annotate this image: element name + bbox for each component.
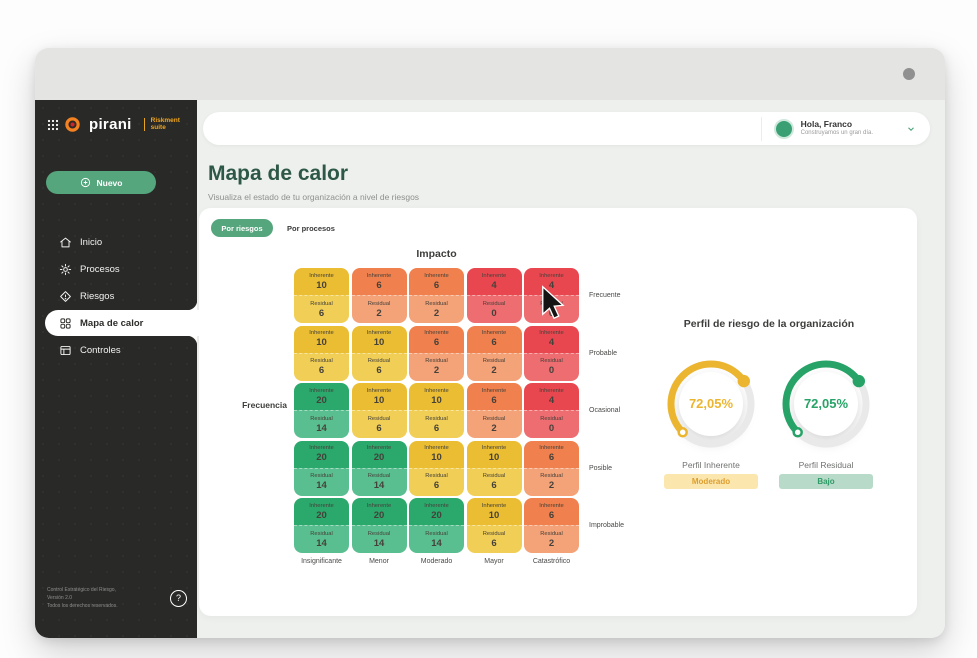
- heatmap-cell-r2c1[interactable]: Inherente 10 Residual 6: [294, 325, 349, 381]
- heatmap-cell-r1c3[interactable]: Inherente 6 Residual 2: [409, 268, 464, 323]
- heatmap-icon: [59, 317, 72, 330]
- col-label-moderado: Moderado: [420, 558, 453, 565]
- col-label-mayor: Mayor: [484, 558, 504, 565]
- heatmap-cell-r3c2[interactable]: Inherente 10 Residual 6: [351, 383, 407, 438]
- heatmap-row-labels: Frecuente Probable Ocasional Posible Improba…: [589, 268, 624, 553]
- pirani-logo-icon: [65, 117, 80, 132]
- heatmap-cell-r2c5[interactable]: Inherente 4 Residual 0: [524, 325, 579, 381]
- heatmap-cell-r4c4[interactable]: Inherente 10 Residual 6: [466, 440, 522, 496]
- main-area: Hola, Franco Construyamos un gran día. M…: [197, 100, 945, 638]
- plus-circle-icon: [80, 177, 91, 188]
- user-greeting: Hola, Franco: [800, 119, 853, 130]
- status-badge-moderado: Moderado: [664, 474, 758, 489]
- heatmap-cell-r5c2[interactable]: Inherente 20 Residual 14: [351, 498, 407, 553]
- heatmap-cell-r1c2[interactable]: Inherente 6 Residual 2: [351, 268, 407, 323]
- heatmap-cell-r1c1[interactable]: Inherente 10 Residual 6: [294, 268, 349, 323]
- app-grid-icon[interactable]: [47, 119, 59, 131]
- heatmap-cell-r3c3[interactable]: Inherente 10 Residual 6: [409, 383, 464, 438]
- col-label-insignificante: Insignificante: [301, 558, 342, 565]
- col-label-catastrofico: Catastrófico: [532, 558, 571, 565]
- heatmap-cell-r4c1[interactable]: Inherente 20 Residual 14: [294, 440, 349, 496]
- heatmap-cell-r2c4[interactable]: Inherente 6 Residual 2: [466, 325, 522, 381]
- gauge-inherent-label: Perfil Inherente: [682, 460, 740, 470]
- sidebar-item-procesos[interactable]: Procesos: [45, 256, 197, 282]
- mouse-cursor-icon: [539, 285, 569, 326]
- row-label-posible: Posible: [589, 464, 612, 472]
- controls-icon: [59, 344, 72, 357]
- heatmap-cell-r3c5[interactable]: Inherente 4 Residual 0: [524, 383, 579, 438]
- impact-axis-label: Impacto: [416, 248, 457, 260]
- heatmap-cell-r2c3[interactable]: Inherente 6 Residual 2: [409, 325, 464, 381]
- risks-icon: [59, 290, 72, 303]
- tab-por-procesos[interactable]: Por procesos: [287, 224, 335, 233]
- gauge-residual-label: Perfil Residual: [798, 460, 854, 470]
- heatmap-cell-r5c5[interactable]: Inherente 6 Residual 2: [524, 498, 579, 553]
- brand-suffix: Riskment suite: [143, 117, 180, 132]
- gauge-inherent: 72,05%: [659, 352, 763, 456]
- heatmap-cell-r4c3[interactable]: Inherente 10 Residual 6: [409, 440, 464, 496]
- sidebar-item-mapa-de-calor[interactable]: Mapa de calor: [45, 300, 202, 346]
- heatmap-cell-r3c1[interactable]: Inherente 20 Residual 14: [294, 383, 349, 438]
- home-icon: [59, 236, 72, 249]
- window-titlebar: [35, 48, 945, 100]
- user-menu[interactable]: Hola, Franco Construyamos un gran día.: [760, 116, 916, 141]
- chevron-down-icon[interactable]: [906, 124, 916, 134]
- tab-por-riesgos[interactable]: Por riesgos: [211, 219, 273, 237]
- page-subtitle: Visualiza el estado de tu organización a…: [208, 192, 420, 202]
- heatmap-col-labels: Insignificante Menor Moderado Mayor Catastró…: [294, 558, 579, 565]
- brand-name: pirani: [89, 116, 132, 133]
- heatmap-cell-r5c3[interactable]: Inherente 20 Residual 14: [409, 498, 464, 553]
- heatmap-cell-r1c4[interactable]: Inherente 4 Residual 0: [466, 268, 522, 323]
- fineprint: Control Estratégico del Riesgo, Versión …: [47, 587, 118, 609]
- status-badge-bajo: Bajo: [779, 474, 873, 489]
- app-window: pirani Riskment suite Nuevo Inicio Proces…: [35, 48, 945, 638]
- heatmap-grid: Inherente 10 Residual 6 Inherente 6 Residual 2 I…: [294, 268, 579, 553]
- help-button[interactable]: ?: [170, 589, 187, 607]
- heatmap-cell-r4c2[interactable]: Inherente 20 Residual 14: [351, 440, 407, 496]
- heatmap-card: Por riesgos Por procesos Impacto Frecuen…: [199, 208, 917, 616]
- titlebar-dot-icon: [903, 68, 915, 80]
- question-icon: ?: [175, 593, 181, 603]
- gauge-residual-value: 72,05%: [803, 396, 849, 411]
- heatmap-cell-r5c4[interactable]: Inherente 10 Residual 6: [466, 498, 522, 553]
- sidebar-item-riesgos[interactable]: Riesgos: [45, 283, 197, 309]
- col-label-menor: Menor: [369, 558, 389, 565]
- row-label-frecuente: Frecuente: [589, 292, 621, 299]
- sidebar-menu: Inicio Procesos Riesgos Mapa de calor Contro…: [35, 228, 202, 364]
- sidebar-item-controles[interactable]: Controles: [45, 337, 197, 363]
- page-title: Mapa de calor: [208, 162, 349, 185]
- sidebar-footer: Control Estratégico del Riesgo, Versión …: [47, 586, 187, 610]
- gauge-inherent-value: 72,05%: [688, 396, 734, 411]
- row-label-improbable: Improbable: [589, 522, 625, 529]
- user-subgreeting: Construyamos un gran día.: [800, 130, 873, 137]
- avatar: [773, 118, 794, 139]
- gauge-residual: 72,05%: [774, 352, 878, 456]
- heatmap-cell-r5c1[interactable]: Inherente 20 Residual 14: [294, 498, 349, 553]
- risk-profile-title: Perfil de riesgo de la organización: [683, 318, 855, 330]
- topbar: Hola, Franco Construyamos un gran día.: [203, 112, 930, 145]
- heatmap-cell-r4c5[interactable]: Inherente 6 Residual 2: [524, 440, 579, 496]
- frequency-axis-label: Frecuencia: [242, 400, 287, 410]
- heatmap-cell-r2c2[interactable]: Inherente 10 Residual 6: [351, 325, 407, 381]
- new-button[interactable]: Nuevo: [46, 171, 156, 194]
- processes-icon: [59, 263, 72, 276]
- row-label-ocasional: Ocasional: [589, 407, 621, 414]
- row-label-probable: Probable: [589, 349, 618, 357]
- sidebar-item-inicio[interactable]: Inicio: [45, 229, 197, 255]
- heatmap-cell-r3c4[interactable]: Inherente 6 Residual 2: [466, 383, 522, 438]
- logo: pirani Riskment suite: [35, 100, 197, 133]
- sidebar: pirani Riskment suite Nuevo Inicio Proces…: [35, 100, 202, 638]
